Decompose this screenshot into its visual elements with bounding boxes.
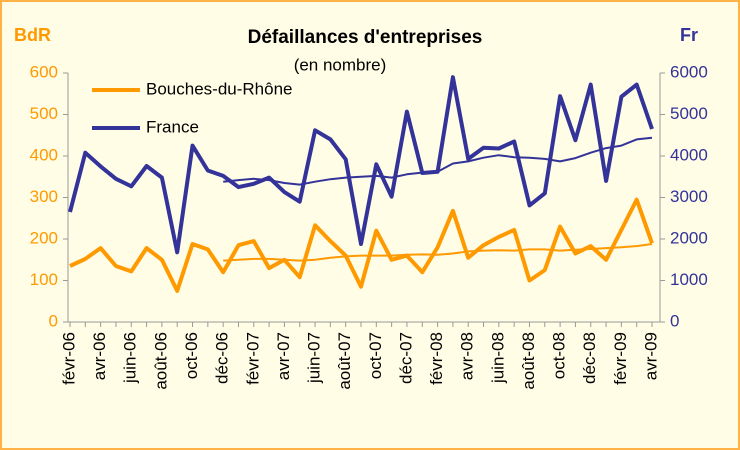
chart-subtitle: (en nombre) xyxy=(294,55,387,74)
x-tick-label: juin-07 xyxy=(305,332,324,384)
y2-tick-label: 3000 xyxy=(670,187,708,206)
series-line xyxy=(69,197,654,293)
y-tick-label: 400 xyxy=(30,145,58,164)
y2-tick-label: 2000 xyxy=(670,228,708,247)
x-tick-label: août-07 xyxy=(335,332,354,390)
x-tick-label: févr-07 xyxy=(243,332,262,385)
x-tick-label: août-08 xyxy=(519,332,538,390)
x-tick-label: oct-06 xyxy=(182,332,201,379)
series-line xyxy=(68,75,654,255)
trend-line xyxy=(223,243,653,262)
x-tick-label: déc-08 xyxy=(580,332,599,384)
y-tick-label: 0 xyxy=(49,311,58,330)
x-tick-label: août-06 xyxy=(151,332,170,390)
y-axis-label: BdR xyxy=(14,25,51,45)
trend-line xyxy=(223,136,653,186)
chart-title: Défaillances d'entreprises xyxy=(248,27,483,48)
y-tick-label: 600 xyxy=(30,62,58,81)
y-tick-label: 100 xyxy=(30,270,58,289)
x-tick-label: févr-09 xyxy=(611,332,630,385)
y2-tick-label: 6000 xyxy=(670,62,708,81)
x-tick-label: juin-06 xyxy=(121,332,140,384)
y-tick-label: 300 xyxy=(30,187,58,206)
legend-label: Bouches-du-Rhône xyxy=(146,79,292,98)
x-tick-label: déc-07 xyxy=(396,332,415,384)
x-tick-label: avr-07 xyxy=(274,332,293,380)
y2-axis-label: Fr xyxy=(680,25,698,45)
x-tick-label: oct-08 xyxy=(550,332,569,379)
x-tick-label: juin-08 xyxy=(488,332,507,384)
x-tick-label: févr-06 xyxy=(59,332,78,385)
y2-tick-label: 0 xyxy=(670,311,679,330)
y2-tick-label: 1000 xyxy=(670,270,708,289)
x-tick-label: avr-08 xyxy=(458,332,477,380)
x-tick-label: déc-06 xyxy=(213,332,232,384)
x-tick-label: oct-07 xyxy=(366,332,385,379)
y-tick-label: 500 xyxy=(30,104,58,123)
y2-tick-label: 4000 xyxy=(670,145,708,164)
y-tick-label: 200 xyxy=(30,228,58,247)
x-tick-label: févr-08 xyxy=(427,332,446,385)
x-tick-label: avr-06 xyxy=(90,332,109,380)
y2-tick-label: 5000 xyxy=(670,104,708,123)
x-tick-label: avr-09 xyxy=(641,332,660,380)
legend-label: France xyxy=(146,117,199,136)
